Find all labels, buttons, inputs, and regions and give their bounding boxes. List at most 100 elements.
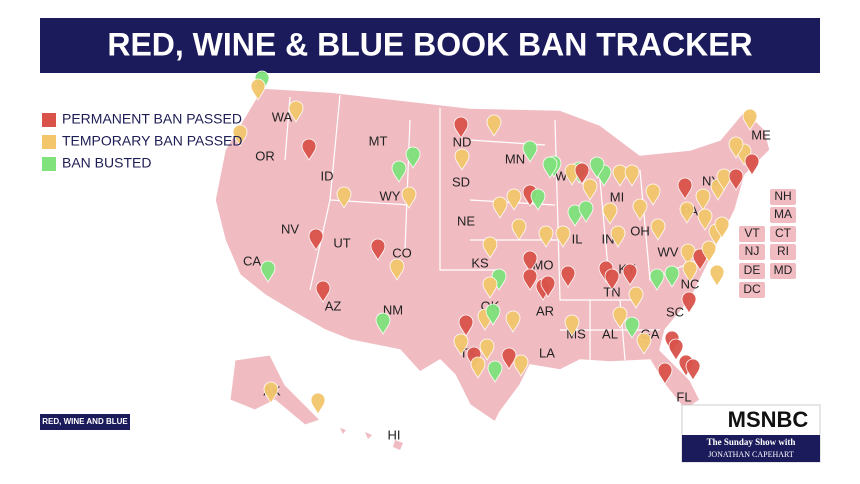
state-label: WV: [658, 244, 679, 259]
map-pin: [530, 188, 546, 211]
callout-box: [770, 244, 796, 260]
map-pin: [232, 124, 248, 147]
hawaii-outline: [340, 428, 403, 450]
map-pin: [453, 116, 469, 139]
map-pin: [560, 265, 576, 288]
map-pin: [677, 177, 693, 200]
state-label: AR: [536, 303, 554, 318]
state-label: ND: [453, 134, 472, 149]
map-pin: [744, 153, 760, 176]
state-label: FL: [676, 389, 691, 404]
legend-swatch: [42, 157, 56, 171]
state-label: SD: [452, 174, 470, 189]
map-pin: [681, 291, 697, 314]
callout-label: VT: [744, 226, 760, 240]
map-pin: [513, 354, 529, 377]
callout-label: NH: [774, 189, 791, 203]
map-pin: [649, 268, 665, 291]
map-pin: [486, 114, 502, 137]
map-pin: [574, 162, 590, 185]
callout-label: NJ: [745, 244, 760, 258]
map-pin: [612, 306, 628, 329]
legend-swatch: [42, 113, 56, 127]
map-pin: [582, 178, 598, 201]
map-pin: [567, 204, 583, 227]
callout-label: DC: [743, 282, 761, 296]
legend-label: TEMPORARY BAN PASSED: [62, 133, 243, 149]
legend-label: BAN BUSTED: [62, 155, 151, 171]
state-label: OR: [255, 148, 275, 163]
callout-box: [770, 263, 796, 279]
map-pin: [336, 186, 352, 209]
state-label: NV: [281, 221, 299, 236]
map-pin: [301, 138, 317, 161]
callout-label: CT: [775, 226, 792, 240]
map-pin: [632, 198, 648, 221]
host-name: JONATHAN CAPEHART: [708, 450, 794, 459]
map-pin: [555, 225, 571, 248]
state-label: WA: [272, 109, 293, 124]
map-pin: [288, 100, 304, 123]
show-box: [682, 435, 820, 462]
map-pin: [668, 338, 684, 361]
map-pin: [650, 218, 666, 241]
map-pin: [506, 188, 522, 211]
callout-box: [739, 226, 765, 242]
map-pin: [612, 164, 628, 187]
state-label: KS: [471, 255, 489, 270]
callout-box: [770, 226, 796, 242]
state-label: HI: [388, 427, 401, 442]
map-pin: [522, 140, 538, 163]
map-pin: [405, 146, 421, 169]
state-label: IL: [572, 231, 583, 246]
map-pin: [657, 362, 673, 385]
source: RED, WINE AND BLUE: [42, 417, 128, 426]
map-pin: [602, 202, 618, 225]
state-label: OH: [630, 223, 650, 238]
map-pin: [728, 136, 744, 159]
map-pin: [728, 168, 744, 191]
map-pin: [540, 275, 556, 298]
map-pin: [401, 186, 417, 209]
title: RED, WINE & BLUE BOOK BAN TRACKER: [107, 26, 752, 62]
state-label: CO: [392, 245, 412, 260]
state-label: SC: [666, 304, 684, 319]
map-pin: [624, 316, 640, 339]
state-label: CA: [243, 253, 261, 268]
legend-label: PERMANENT BAN PASSED: [62, 111, 242, 127]
map-pin: [482, 236, 498, 259]
map-pin: [389, 258, 405, 281]
state-label: NM: [383, 302, 403, 317]
map-pin: [308, 228, 324, 251]
map-pin: [742, 108, 758, 131]
state-label: WY: [380, 188, 401, 203]
map-pin: [370, 238, 386, 261]
map-pin: [695, 188, 711, 211]
map-pin: [492, 196, 508, 219]
map-pin: [624, 164, 640, 187]
map-pin: [310, 392, 326, 415]
callout-label: RI: [777, 244, 789, 258]
map-pin: [701, 240, 717, 263]
callout-box: [739, 244, 765, 260]
map-pin: [604, 268, 620, 291]
map-pin: [542, 156, 558, 179]
state-label: ID: [321, 168, 334, 183]
map-pin: [391, 160, 407, 183]
show-name: The Sunday Show with: [707, 437, 796, 447]
state-label: LA: [539, 345, 555, 360]
map-pin: [260, 260, 276, 283]
state-label: TN: [603, 284, 620, 299]
map-pin: [487, 360, 503, 383]
state-label: AZ: [325, 298, 342, 313]
map-pin: [610, 225, 626, 248]
map-pin: [622, 263, 638, 286]
map-pin: [697, 208, 713, 231]
map-pin: [682, 260, 698, 283]
legend-swatch: [42, 135, 56, 149]
map-pin: [511, 218, 527, 241]
source-box: [40, 414, 130, 430]
map-pin: [315, 280, 331, 303]
state-label: MO: [533, 257, 554, 272]
state-label: NE: [457, 213, 475, 228]
